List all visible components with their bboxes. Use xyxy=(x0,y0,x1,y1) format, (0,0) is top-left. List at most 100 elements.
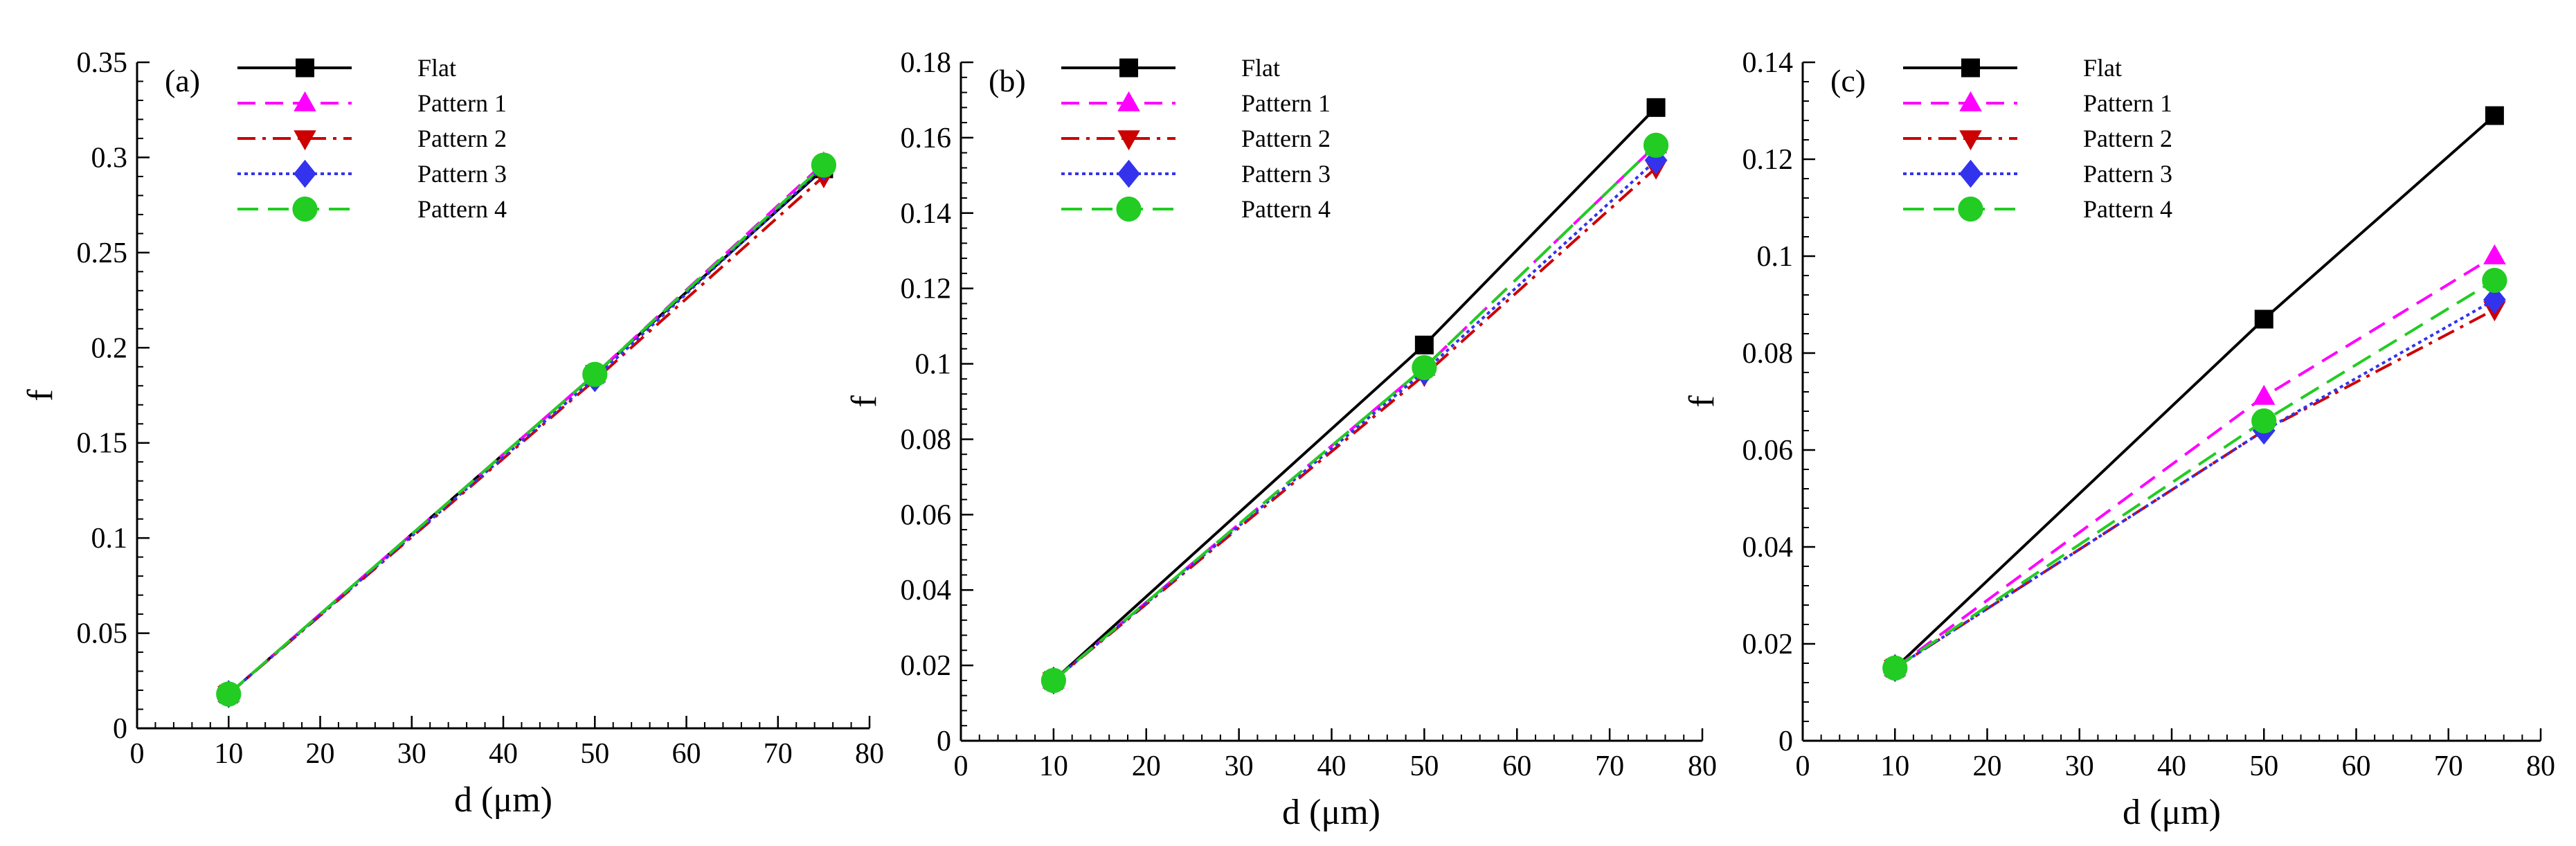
x-axis-title: d (μm) xyxy=(2123,793,2221,832)
x-tick-label: 20 xyxy=(306,738,335,770)
y-tick-label: 0 xyxy=(937,726,951,757)
y-tick-label: 0.02 xyxy=(901,650,952,682)
legend-label: Pattern 3 xyxy=(1241,160,1331,188)
legend-marker xyxy=(1961,58,1980,78)
y-tick-label: 0.25 xyxy=(77,237,128,269)
legend-marker xyxy=(294,91,316,111)
y-tick-label: 0.02 xyxy=(1742,629,1794,660)
series-line-pattern-2 xyxy=(227,175,825,696)
data-point xyxy=(2485,106,2504,125)
x-tick-label: 0 xyxy=(1796,750,1810,782)
y-tick-label: 0.1 xyxy=(91,523,128,555)
legend-label: Pattern 2 xyxy=(1241,125,1331,152)
series-line-pattern-1 xyxy=(227,162,825,696)
y-tick-label: 0.16 xyxy=(901,123,952,154)
panel-label: (c) xyxy=(1830,63,1866,98)
data-point xyxy=(811,152,836,178)
legend-label: Pattern 1 xyxy=(1241,89,1331,117)
legend-label: Pattern 2 xyxy=(417,125,507,152)
legend-marker xyxy=(1117,159,1140,188)
data-point xyxy=(1643,132,1669,158)
y-axis-title: f xyxy=(845,395,884,408)
panel-label: (b) xyxy=(989,63,1026,98)
y-tick-label: 0.12 xyxy=(1742,144,1794,176)
data-point xyxy=(582,361,608,387)
series-line-flat xyxy=(1052,106,1657,682)
series-line-pattern-3 xyxy=(1894,298,2496,669)
legend-marker xyxy=(1959,159,1982,188)
x-tick-label: 80 xyxy=(2526,750,2555,782)
legend-label: Pattern 1 xyxy=(2083,89,2172,117)
x-tick-label: 40 xyxy=(489,738,518,770)
x-tick-label: 0 xyxy=(130,738,145,770)
legend-marker xyxy=(294,159,316,188)
legend-marker xyxy=(1959,130,1982,151)
y-tick-label: 0.1 xyxy=(1757,241,1794,273)
chart-panel-2: 0 10 20 30 40 50 60 70 80 0 0.02 0.04 0.06 0.08 0.1 0.1… xyxy=(845,47,1717,832)
y-tick-label: 0.15 xyxy=(77,428,128,460)
legend-marker xyxy=(1959,91,1982,111)
legend-label: Pattern 3 xyxy=(417,160,507,188)
x-tick-label: 30 xyxy=(2065,750,2094,782)
legend-label: Pattern 3 xyxy=(2083,160,2172,188)
legend-marker xyxy=(1958,196,1983,222)
chart-panel-1: 0 10 20 30 40 50 60 70 80 0 0.05 0.1 0.15 0.2 0.25 0.3 0… xyxy=(21,47,884,820)
y-tick-label: 0.12 xyxy=(901,273,952,305)
x-tick-label: 50 xyxy=(2249,750,2278,782)
series-line-pattern-4 xyxy=(1052,144,1657,682)
y-tick-label: 0 xyxy=(1778,726,1793,757)
x-tick-label: 0 xyxy=(954,750,969,782)
y-tick-label: 0.08 xyxy=(1742,338,1794,370)
y-tick-label: 0.06 xyxy=(901,499,952,531)
legend-label: Pattern 4 xyxy=(1241,195,1331,223)
legend-marker xyxy=(1117,130,1140,151)
data-point xyxy=(1882,655,1908,681)
data-point xyxy=(1414,335,1434,354)
x-tick-label: 30 xyxy=(1225,750,1254,782)
y-tick-label: 0.18 xyxy=(901,47,952,79)
x-tick-label: 80 xyxy=(1688,750,1717,782)
x-tick-label: 70 xyxy=(764,738,793,770)
legend-label: Pattern 1 xyxy=(417,89,507,117)
legend-marker xyxy=(1119,58,1138,78)
y-tick-label: 0.1 xyxy=(915,349,952,381)
data-point xyxy=(1412,354,1437,381)
data-point xyxy=(1041,667,1066,693)
legend-label: Pattern 4 xyxy=(417,195,507,223)
y-tick-label: 0.14 xyxy=(901,198,952,230)
y-tick-label: 0.2 xyxy=(91,332,128,364)
data-point xyxy=(2254,309,2273,329)
data-point xyxy=(216,681,242,707)
x-tick-label: 50 xyxy=(580,738,609,770)
data-point xyxy=(2483,244,2506,264)
y-tick-label: 0.3 xyxy=(91,142,128,174)
y-tick-label: 0.08 xyxy=(901,424,952,456)
legend-label: Flat xyxy=(1241,54,1280,82)
legend-marker xyxy=(1116,196,1142,222)
x-tick-label: 40 xyxy=(2157,750,2186,782)
x-tick-label: 70 xyxy=(1595,750,1624,782)
x-tick-label: 10 xyxy=(1039,750,1068,782)
legend-label: Pattern 4 xyxy=(2083,195,2172,223)
x-tick-label: 50 xyxy=(1409,750,1439,782)
y-tick-label: 0.04 xyxy=(1742,532,1794,564)
series-line-flat xyxy=(1893,114,2496,669)
series-line-pattern-4 xyxy=(227,163,825,696)
x-tick-label: 40 xyxy=(1317,750,1346,782)
legend-marker xyxy=(1117,91,1140,111)
x-axis-title: d (μm) xyxy=(454,780,552,820)
x-tick-label: 10 xyxy=(1880,750,1909,782)
x-tick-label: 60 xyxy=(2342,750,2371,782)
y-tick-label: 0.05 xyxy=(77,618,128,650)
data-point xyxy=(1646,98,1666,117)
x-tick-label: 80 xyxy=(855,738,884,770)
y-tick-label: 0.35 xyxy=(77,47,128,79)
x-axis-title: d (μm) xyxy=(1282,793,1380,832)
y-axis-title: f xyxy=(1682,395,1722,408)
panel-label: (a) xyxy=(165,63,200,98)
y-tick-label: 0.06 xyxy=(1742,435,1794,467)
x-tick-label: 70 xyxy=(2434,750,2463,782)
y-tick-label: 0.14 xyxy=(1742,47,1794,79)
legend-marker xyxy=(296,58,314,78)
